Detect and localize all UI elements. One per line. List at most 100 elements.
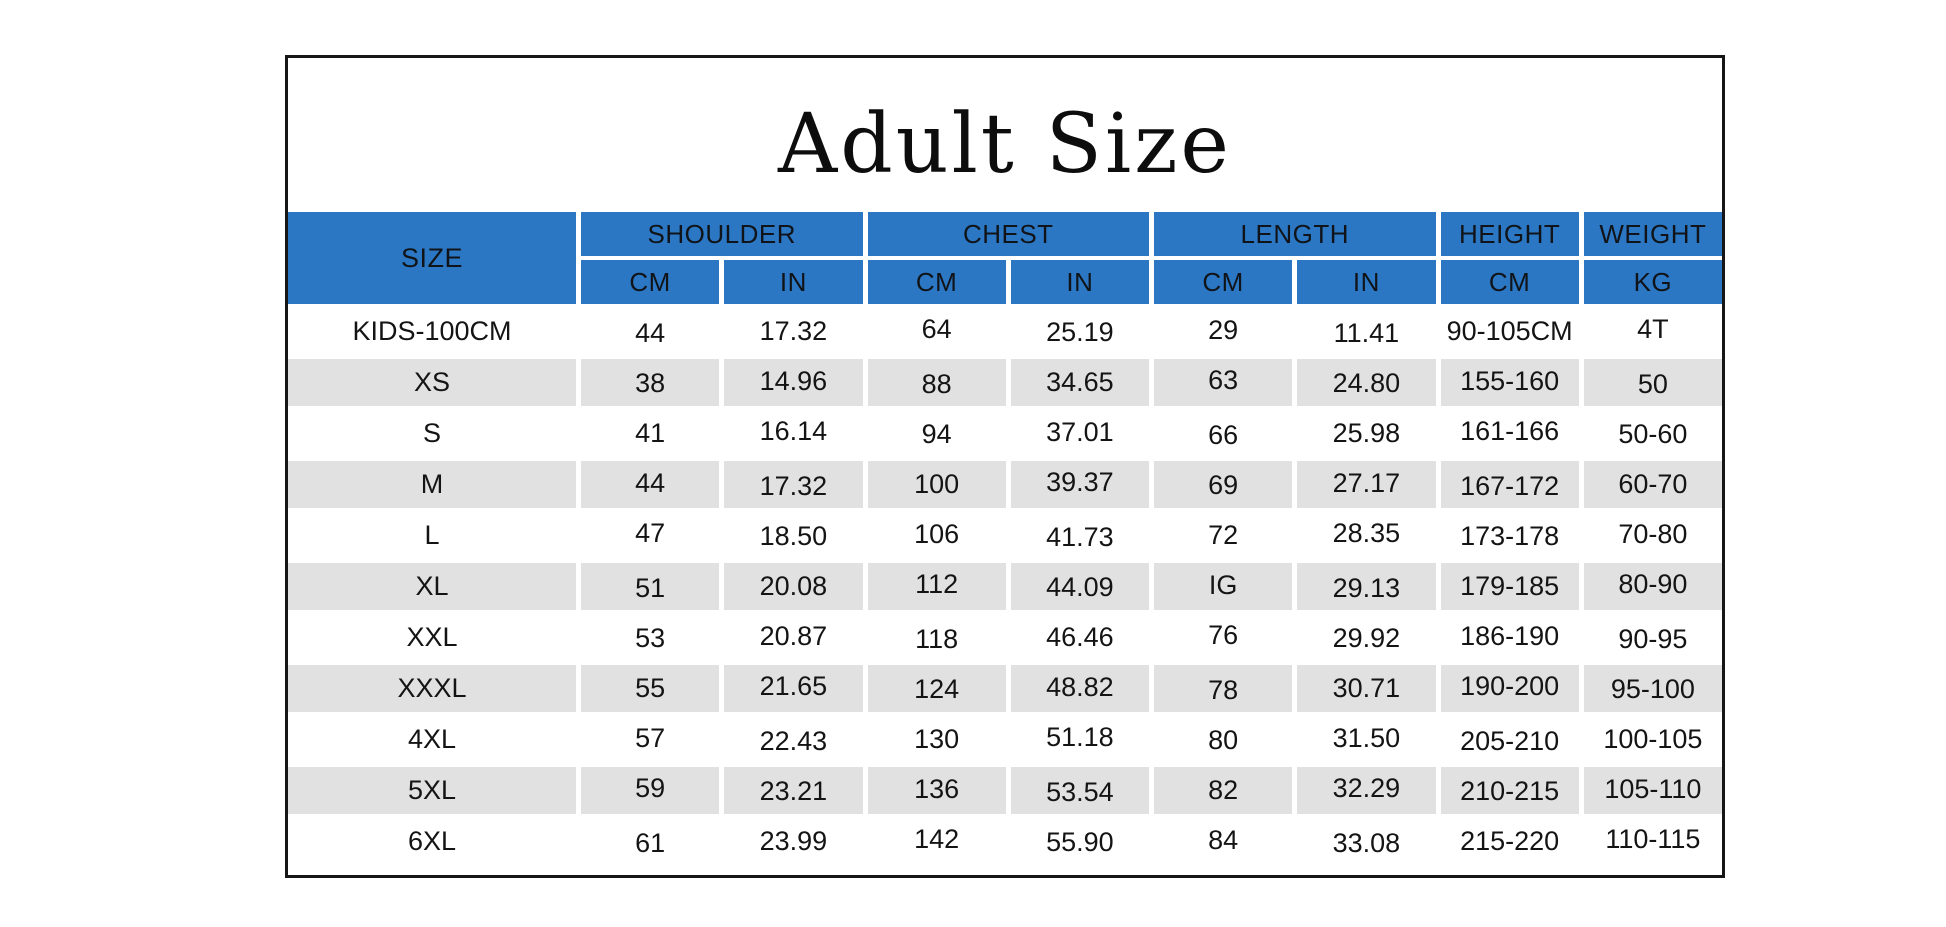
size-cell: 4XL [407,724,457,754]
value-cell: 161-166 [1460,416,1560,446]
value-cell: 20.08 [724,563,863,610]
value-cell: 124 [867,665,1006,712]
value-cell: 80 [1208,725,1239,755]
value-cell: 186-190 [1460,621,1560,651]
value-cell: 90-105CM [1446,316,1573,346]
table-header-group-cell: CHEST [867,212,1149,256]
value-cell: 31.50 [1332,723,1401,753]
value-cell: 33.08 [1332,828,1401,858]
value-cell: 11.41 [1333,318,1400,348]
page-title: Adult Size [778,96,1232,192]
value-cell: 17.32 [759,316,828,346]
value-cell: 53 [635,623,666,653]
value-cell: 27.17 [1297,461,1436,508]
value-cell: 118 [915,624,959,654]
size-table: SIZE SHOULDER CHEST LENGTH HEIGHT WEIGHT CM IN C… [288,212,1722,865]
value-cell: 190-200 [1440,665,1579,712]
value-cell: 59 [581,767,720,814]
value-cell: 29 [1208,315,1239,345]
value-cell: 80-90 [1583,563,1722,610]
value-cell: 173-178 [1460,521,1560,551]
table-subheader-cell: IN [1010,260,1149,304]
size-cell: S [422,418,441,448]
value-cell: 17.32 [724,461,863,508]
table-header-group-cell: WEIGHT [1583,212,1722,256]
value-cell: 100 [867,461,1006,508]
value-cell: 94 [921,419,952,449]
table-subheader-cell: IN [724,260,863,304]
value-cell: 29.92 [1332,623,1401,653]
size-cell: XXL [406,622,458,652]
value-cell: 38 [581,359,720,406]
table-subheader-cell: KG [1583,260,1722,304]
value-cell: 50 [1583,359,1722,406]
size-cell: XL [288,563,576,610]
value-cell: 88 [867,359,1006,406]
value-cell: 179-185 [1440,563,1579,610]
value-cell: 72 [1208,520,1239,550]
table-subheader-cell: CM [581,260,720,304]
value-cell: 66 [1208,420,1239,450]
value-cell: 64 [921,314,952,344]
table-subheader-cell: CM [867,260,1006,304]
value-cell: 48.82 [1010,665,1149,712]
value-cell: 24.80 [1297,359,1436,406]
value-cell: 30.71 [1297,665,1436,712]
size-cell: M [288,461,576,508]
value-cell: 110-115 [1605,824,1701,854]
adult-size-chart: Adult Size SIZE SHOULDER CHEST LENGTH HEIGHT… [285,55,1725,878]
table-subheader-cell: CM [1154,260,1293,304]
size-cell: KIDS-100CM [352,316,512,346]
value-cell: 25.98 [1332,418,1401,448]
value-cell: 39.37 [1010,461,1149,508]
value-cell: 46.46 [1046,622,1114,652]
value-cell: 84 [1208,825,1239,855]
value-cell: 95-100 [1583,665,1722,712]
value-cell: 14.96 [724,359,863,406]
value-cell: 4T [1637,314,1669,344]
value-cell: 78 [1154,665,1293,712]
value-cell: 76 [1208,620,1239,650]
value-cell: 32.29 [1297,767,1436,814]
value-cell: 215-220 [1460,826,1560,856]
size-cell: 6XL [407,826,457,856]
table-header-group-cell: SHOULDER [581,212,863,256]
value-cell: 16.14 [759,416,828,446]
value-cell: 63 [1154,359,1293,406]
value-cell: 55 [581,665,720,712]
value-cell: 51 [581,563,720,610]
value-cell: 155-160 [1440,359,1579,406]
value-cell: 29.13 [1297,563,1436,610]
size-cell: 5XL [288,767,576,814]
value-cell: 142 [914,824,960,854]
value-cell: 100-105 [1603,724,1703,754]
value-cell: 51.18 [1046,722,1114,752]
value-cell: 41 [635,418,666,448]
value-cell: 25.19 [1046,317,1114,347]
value-cell: 18.50 [759,521,828,551]
value-cell: 130 [914,724,960,754]
table-subheader-cell: IN [1297,260,1436,304]
value-cell: 61 [635,828,666,858]
value-cell: 21.65 [724,665,863,712]
value-cell: 50-60 [1618,419,1688,449]
value-cell: 167-172 [1440,461,1579,508]
value-cell: 41.73 [1046,522,1114,552]
table-subheader-cell: CM [1440,260,1579,304]
value-cell: IG [1154,563,1293,610]
size-cell: L [424,520,440,550]
value-cell: 210-215 [1440,767,1579,814]
value-cell: 136 [867,767,1006,814]
size-cell: XS [288,359,576,406]
value-cell: 34.65 [1010,359,1149,406]
value-cell: 105-110 [1583,767,1722,814]
value-cell: 28.35 [1332,518,1401,548]
value-cell: 20.87 [759,621,828,651]
value-cell: 44 [581,461,720,508]
size-header-cell: SIZE [288,212,576,304]
size-cell: XXXL [288,665,576,712]
value-cell: 60-70 [1583,461,1722,508]
value-cell: 44.09 [1010,563,1149,610]
value-cell: 44 [635,318,666,348]
